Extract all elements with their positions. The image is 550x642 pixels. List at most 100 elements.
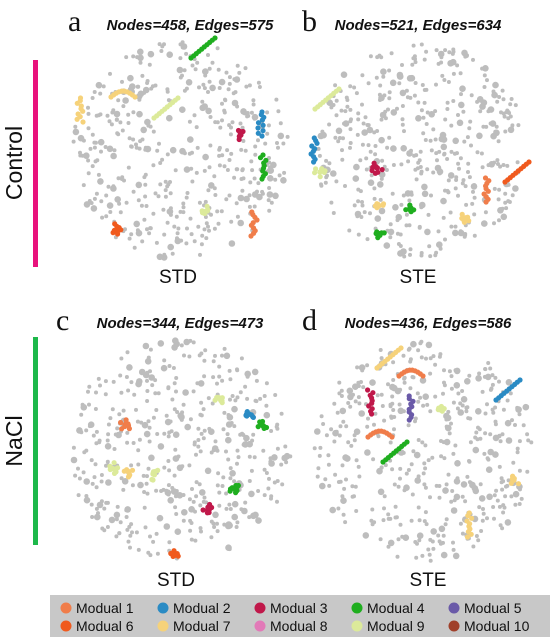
- network-node: [82, 450, 87, 455]
- network-node: [103, 145, 108, 149]
- network-node: [425, 341, 433, 349]
- network-node: [415, 115, 422, 122]
- network-node: [241, 139, 246, 143]
- network-node: [77, 476, 82, 481]
- network-node: [209, 84, 216, 92]
- network-node: [464, 202, 469, 207]
- network-node: [104, 463, 108, 468]
- network-node: [490, 382, 495, 387]
- network-node: [217, 364, 222, 369]
- network-node: [112, 148, 117, 153]
- network-node: [222, 164, 227, 169]
- network-node: [235, 167, 240, 172]
- network-node: [453, 186, 458, 191]
- network-node: [475, 375, 482, 382]
- network-node: [182, 389, 189, 396]
- network-node: [477, 505, 482, 510]
- network-node: [388, 402, 393, 407]
- module-node: [257, 419, 263, 425]
- network-node: [434, 82, 438, 87]
- network-node: [483, 210, 488, 215]
- network-node: [147, 439, 152, 444]
- network-node: [202, 227, 207, 232]
- network-node: [492, 160, 497, 165]
- network-node: [402, 129, 406, 134]
- network-node: [487, 448, 495, 456]
- network-node: [321, 422, 326, 426]
- network-node: [365, 424, 370, 429]
- module-node: [204, 203, 210, 209]
- network-node: [166, 182, 171, 187]
- network-node: [356, 111, 361, 116]
- network-node: [410, 62, 415, 67]
- network-node: [424, 49, 429, 54]
- network-node: [344, 455, 351, 462]
- network-node: [275, 499, 279, 504]
- network-node: [483, 431, 488, 436]
- network-node: [105, 113, 110, 118]
- network-node: [461, 178, 466, 183]
- network-node: [151, 539, 156, 544]
- network-node: [224, 70, 229, 75]
- network-node: [184, 195, 189, 200]
- module-node: [118, 419, 124, 426]
- module-node: [406, 396, 412, 402]
- module-node: [244, 409, 250, 415]
- network-node: [247, 193, 252, 198]
- network-node: [423, 138, 428, 142]
- network-node: [402, 375, 407, 380]
- network-node: [476, 96, 484, 103]
- module-node: [232, 486, 238, 492]
- network-node: [227, 193, 232, 198]
- network-node: [206, 188, 211, 193]
- network-node: [207, 66, 212, 71]
- network-node: [485, 516, 489, 521]
- network-node: [227, 123, 232, 128]
- network-node: [173, 505, 178, 510]
- network-node: [452, 498, 457, 503]
- network-node: [501, 163, 506, 167]
- module-node: [80, 108, 86, 114]
- module-node: [375, 201, 381, 207]
- network-node: [172, 381, 177, 386]
- network-node: [142, 342, 150, 350]
- network-node: [159, 49, 164, 53]
- network-node: [247, 479, 252, 483]
- network-node: [166, 483, 171, 488]
- network-node: [174, 376, 179, 380]
- network-node: [246, 440, 253, 448]
- network-node: [105, 479, 112, 486]
- network-node: [443, 117, 448, 122]
- network-node: [209, 535, 214, 540]
- network-node: [137, 48, 144, 56]
- network-node: [477, 427, 482, 432]
- network-node: [199, 489, 206, 496]
- module-node: [257, 155, 264, 161]
- network-node: [172, 455, 180, 462]
- network-node: [191, 340, 196, 345]
- network-node: [419, 108, 424, 113]
- network-node: [213, 353, 217, 358]
- network-node: [180, 410, 185, 415]
- network-node: [200, 99, 205, 104]
- network-node: [323, 477, 328, 482]
- network-node: [417, 538, 422, 543]
- network-node: [212, 174, 217, 179]
- network-node: [172, 431, 180, 439]
- network-node: [105, 500, 110, 505]
- network-node: [266, 167, 274, 174]
- network-node: [501, 97, 506, 102]
- network-node: [251, 102, 256, 107]
- network-node: [228, 377, 233, 382]
- network-node: [456, 391, 461, 396]
- network-node: [392, 415, 397, 419]
- module-node: [74, 100, 80, 106]
- network-node: [184, 86, 189, 91]
- network-node: [135, 84, 140, 89]
- network-node: [212, 511, 219, 519]
- network-node: [364, 156, 369, 161]
- network-node: [80, 404, 88, 411]
- network-node: [118, 120, 123, 125]
- network-node: [458, 521, 463, 526]
- network-node: [445, 100, 450, 105]
